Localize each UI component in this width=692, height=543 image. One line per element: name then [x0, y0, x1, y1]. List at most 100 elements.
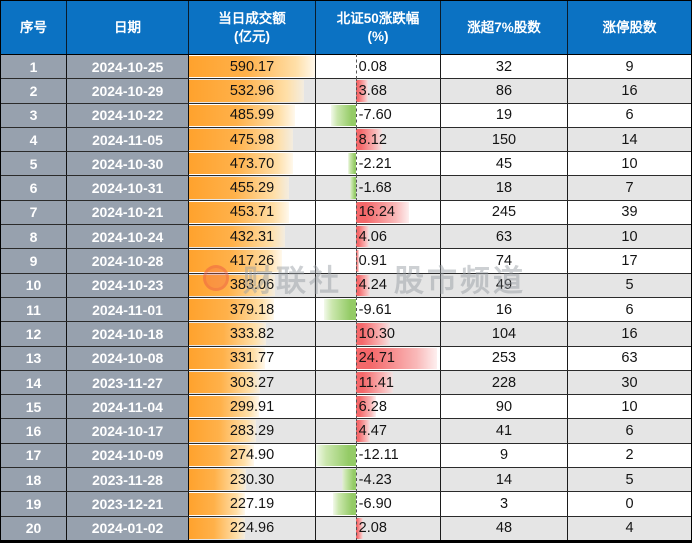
- cell-up7pct-value: 16: [495, 301, 513, 318]
- change-databar: [355, 347, 437, 369]
- cell-limit-up: 39: [568, 200, 691, 225]
- header-limit-up-label: 涨停股数: [602, 19, 657, 35]
- cell-index: 7: [1, 200, 67, 225]
- volume-databar: [189, 201, 289, 224]
- cell-index: 17: [1, 443, 67, 468]
- change-databar: [355, 517, 363, 539]
- cell-volume-value: 303.27: [229, 374, 275, 391]
- cell-volume-value: 227.19: [229, 495, 275, 512]
- header-limit-up: 涨停股数: [568, 1, 691, 54]
- cell-volume-value: 383.06: [229, 277, 275, 294]
- cell-date: 2023-11-27: [67, 370, 189, 395]
- cell-index-value: 10: [25, 277, 42, 294]
- cell-date-value: 2024-11-04: [92, 398, 163, 415]
- cell-date: 2024-11-04: [67, 395, 189, 419]
- volume-databar: [189, 274, 276, 296]
- cell-limit-up-value: 10: [621, 398, 638, 415]
- table-row: 13 2024-10-08 331.77 24.71 253 63: [1, 345, 691, 371]
- cell-change-value: -7.60: [358, 107, 392, 124]
- cell-index-value: 13: [25, 350, 42, 367]
- cell-volume: 331.77: [189, 346, 316, 370]
- cell-limit-up: 6: [568, 103, 691, 127]
- cell-limit-up: 7: [568, 176, 691, 200]
- cell-up7pct: 49: [441, 273, 568, 297]
- cell-change: 0.91: [316, 248, 441, 274]
- cell-volume: 303.27: [189, 370, 316, 395]
- change-databar: [355, 80, 368, 102]
- cell-up7pct-value: 14: [495, 471, 513, 488]
- header-volume: 当日成交额 (亿元): [189, 1, 316, 54]
- cell-up7pct-value: 3: [499, 495, 509, 512]
- cell-change: -4.23: [316, 467, 441, 493]
- cell-volume-value: 473.70: [229, 155, 275, 172]
- cell-limit-up: 6: [568, 297, 691, 322]
- table-row: 4 2024-11-05 475.98 8.12 150 14: [1, 126, 691, 153]
- cell-volume: 383.06: [189, 273, 316, 297]
- cell-index: 9: [1, 249, 67, 273]
- table-row: 8 2024-10-24 432.31 4.06 63 10: [1, 224, 691, 250]
- cell-up7pct: 74: [441, 249, 568, 273]
- cell-change: 3.68: [316, 78, 441, 104]
- table-row: 20 2024-01-02 224.96 2.08 48 4: [1, 515, 691, 540]
- cell-volume-value: 379.18: [229, 301, 275, 318]
- cell-limit-up: 16: [568, 322, 691, 346]
- cell-up7pct: 9: [441, 443, 568, 468]
- zero-axis-line: [355, 296, 357, 323]
- zero-axis-line: [355, 199, 357, 226]
- cell-change-value: 3.68: [358, 82, 387, 99]
- table-row: 11 2024-11-01 379.18 -9.61 16 6: [1, 296, 691, 323]
- zero-axis-line: [355, 394, 357, 420]
- cell-limit-up: 6: [568, 419, 691, 443]
- cell-index: 6: [1, 176, 67, 200]
- cell-date: 2024-10-22: [67, 103, 189, 127]
- cell-change: -9.61: [316, 296, 441, 323]
- cell-index: 2: [1, 79, 67, 103]
- cell-volume: 475.98: [189, 127, 316, 152]
- cell-date-value: 2024-11-05: [92, 131, 163, 148]
- volume-databar: [189, 444, 255, 467]
- cell-up7pct: 48: [441, 516, 568, 540]
- table-row: 3 2024-10-22 485.99 -7.60 19 6: [1, 102, 691, 128]
- cell-up7pct-value: 90: [495, 398, 513, 415]
- cell-index: 16: [1, 419, 67, 443]
- cell-change: -6.90: [316, 491, 441, 517]
- table-row: 19 2023-12-21 227.19 -6.90 3 0: [1, 491, 691, 517]
- change-databar: [348, 153, 356, 175]
- cell-date: 2024-10-28: [67, 249, 189, 273]
- table-row: 18 2023-11-28 230.30 -4.23 14 5: [1, 467, 691, 493]
- cell-limit-up: 10: [568, 395, 691, 419]
- cell-change-value: 2.08: [358, 520, 387, 537]
- change-databar: [355, 396, 377, 418]
- volume-databar: [189, 80, 304, 102]
- cell-index-value: 2: [29, 82, 38, 99]
- table-row: 10 2024-10-23 383.06 4.24 49 5: [1, 272, 691, 298]
- cell-limit-up: 9: [568, 55, 691, 79]
- cell-up7pct: 3: [441, 492, 568, 516]
- cell-limit-up-value: 14: [621, 131, 638, 148]
- cell-change: 2.08: [316, 515, 441, 540]
- header-up7pct-label: 涨超7%股数: [467, 19, 541, 35]
- cell-limit-up-value: 7: [625, 180, 634, 197]
- zero-axis-line: [355, 126, 357, 153]
- table-row: 5 2024-10-30 473.70 -2.21 45 10: [1, 151, 691, 177]
- cell-index: 11: [1, 297, 67, 322]
- cell-up7pct: 14: [441, 468, 568, 492]
- cell-index: 10: [1, 273, 67, 297]
- cell-volume: 283.29: [189, 419, 316, 443]
- cell-limit-up: 4: [568, 516, 691, 540]
- cell-index-value: 1: [29, 58, 38, 75]
- cell-date-value: 2024-10-18: [91, 325, 164, 342]
- zero-axis-line: [355, 442, 357, 469]
- cell-volume-value: 230.30: [229, 471, 275, 488]
- volume-databar: [189, 153, 293, 175]
- zero-axis-line: [355, 224, 357, 250]
- cell-index: 20: [1, 516, 67, 540]
- cell-limit-up-value: 6: [625, 301, 634, 318]
- cell-date-value: 2024-10-30: [91, 155, 164, 172]
- cell-change: -7.60: [316, 102, 441, 128]
- cell-limit-up-value: 2: [625, 447, 634, 464]
- cell-date-value: 2024-10-31: [91, 180, 164, 197]
- cell-limit-up: 10: [568, 152, 691, 176]
- cell-change-value: 4.47: [358, 423, 387, 440]
